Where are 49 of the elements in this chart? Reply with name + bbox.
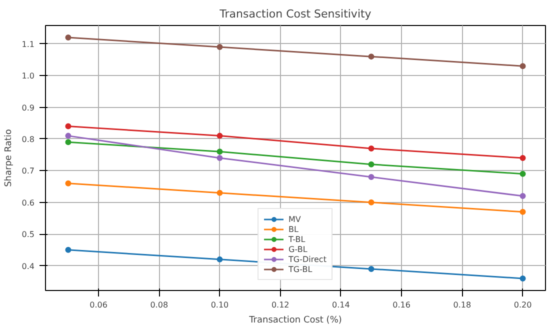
x-tick-label: 0.18 [453,300,472,310]
legend-label: BL [288,224,300,234]
point [216,155,223,161]
x-tick-label: 0.14 [332,300,350,310]
point [368,54,374,60]
x-tick-label: 0.08 [150,300,168,310]
legend-label: MV [288,214,302,224]
point [216,256,223,262]
legend-label: T-BL [288,234,306,244]
point [65,180,72,186]
y-tick-label: 0.5 [22,230,35,240]
x-tick-label: 0.16 [392,300,410,310]
point [520,155,526,161]
point [65,132,72,139]
point [216,132,223,139]
y-axis-title: Sharpe Ratio [4,128,14,187]
point [216,190,223,196]
y-tick-label: 0.8 [22,134,35,144]
point [520,208,526,215]
point [65,139,72,146]
point [368,266,374,272]
x-tick-label: 0.10 [210,300,229,310]
point [65,246,72,253]
point [65,34,72,41]
x-tick-label: 0.20 [514,300,532,310]
point [520,275,526,282]
point [368,174,374,180]
y-tick-label: 0.7 [22,166,35,176]
y-tick-label: 1.0 [22,72,35,81]
y-tick-label: 1.1 [22,40,35,49]
chart-title: Transaction Cost Sensitivity [218,8,372,20]
point [216,44,223,50]
legend-label: G-BL [288,244,308,254]
x-axis-title: Transaction Cost (%) [248,316,342,326]
point [520,170,526,177]
y-tick-label: 0.4 [22,262,35,271]
legend-label: TG-Direct [288,254,326,264]
x-tick-label: 0.06 [90,300,108,310]
y-tick-label: 0.9 [22,103,35,112]
point [368,161,374,168]
legend-label: TG-BL [288,264,312,274]
x-tick-label: 0.12 [271,300,290,310]
y-tick-label: 0.6 [22,198,35,208]
point [520,193,526,200]
point [216,148,223,155]
point [520,63,526,70]
point [368,199,374,206]
point [368,145,374,152]
point [65,123,72,130]
